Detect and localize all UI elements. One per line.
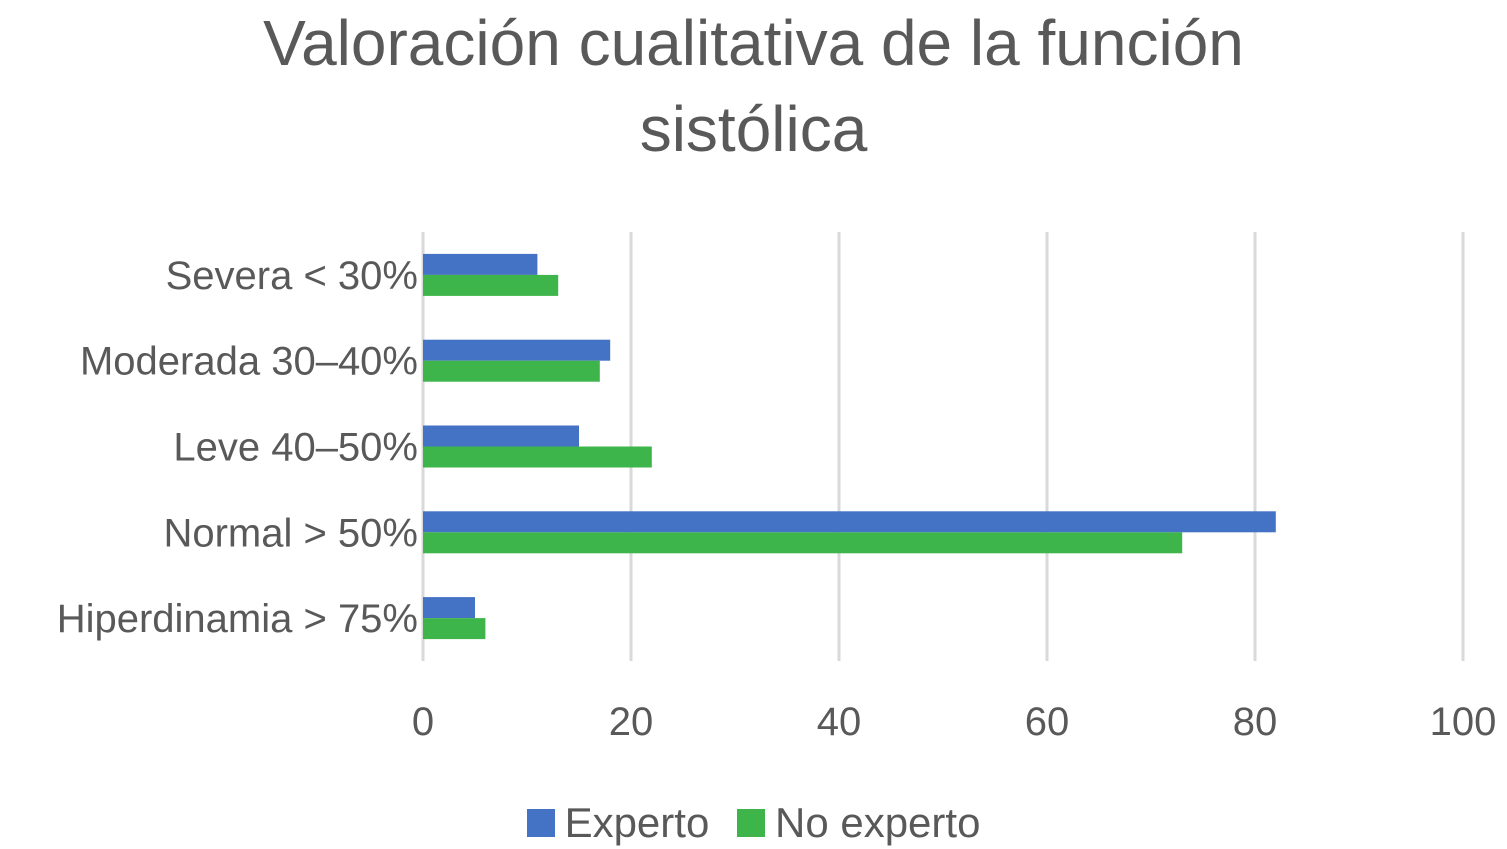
category-label-0: Severa < 30% <box>166 254 418 298</box>
bar-no-experto-2 <box>423 446 652 468</box>
category-label-4: Hiperdinamia > 75% <box>57 597 418 641</box>
category-label-1: Moderada 30–40% <box>80 340 418 384</box>
bar-experto-4 <box>423 597 475 619</box>
chart-legend: Experto No experto <box>0 798 1507 848</box>
bar-no-experto-0 <box>423 274 559 296</box>
bar-no-experto-1 <box>423 360 600 382</box>
x-tick-label-100: 100 <box>1430 700 1497 744</box>
legend-item-no-experto: No experto <box>736 798 981 848</box>
bar-no-experto-4 <box>423 618 486 640</box>
bar-chart: 0 20 40 60 80 100 Severa < 30% Moderada 30–40% L… <box>57 232 1497 744</box>
chart-title-line-1: Valoración cualitativa de la función <box>263 7 1244 79</box>
bar-experto-2 <box>423 425 579 447</box>
x-tick-label-60: 60 <box>1025 700 1070 744</box>
bar-experto-1 <box>423 339 611 361</box>
bar-experto-3 <box>423 511 1276 533</box>
chart-title-line-2: sistólica <box>639 93 868 165</box>
legend-swatch-experto <box>526 809 555 837</box>
bar-experto-0 <box>423 253 538 275</box>
x-tick-label-40: 40 <box>817 700 862 744</box>
legend-item-experto: Experto <box>526 798 710 848</box>
x-tick-label-20: 20 <box>609 700 654 744</box>
bar-no-experto-3 <box>423 532 1183 554</box>
legend-label-no-experto: No experto <box>774 799 981 846</box>
x-tick-label-0: 0 <box>412 700 434 744</box>
category-label-3: Normal > 50% <box>163 511 418 555</box>
chart-title: Valoración cualitativa de la función sis… <box>0 0 1507 172</box>
legend-swatch-no-experto <box>736 809 765 837</box>
category-label-2: Leve 40–50% <box>173 426 418 470</box>
legend-label-experto: Experto <box>564 799 710 846</box>
x-tick-label-80: 80 <box>1233 700 1278 744</box>
